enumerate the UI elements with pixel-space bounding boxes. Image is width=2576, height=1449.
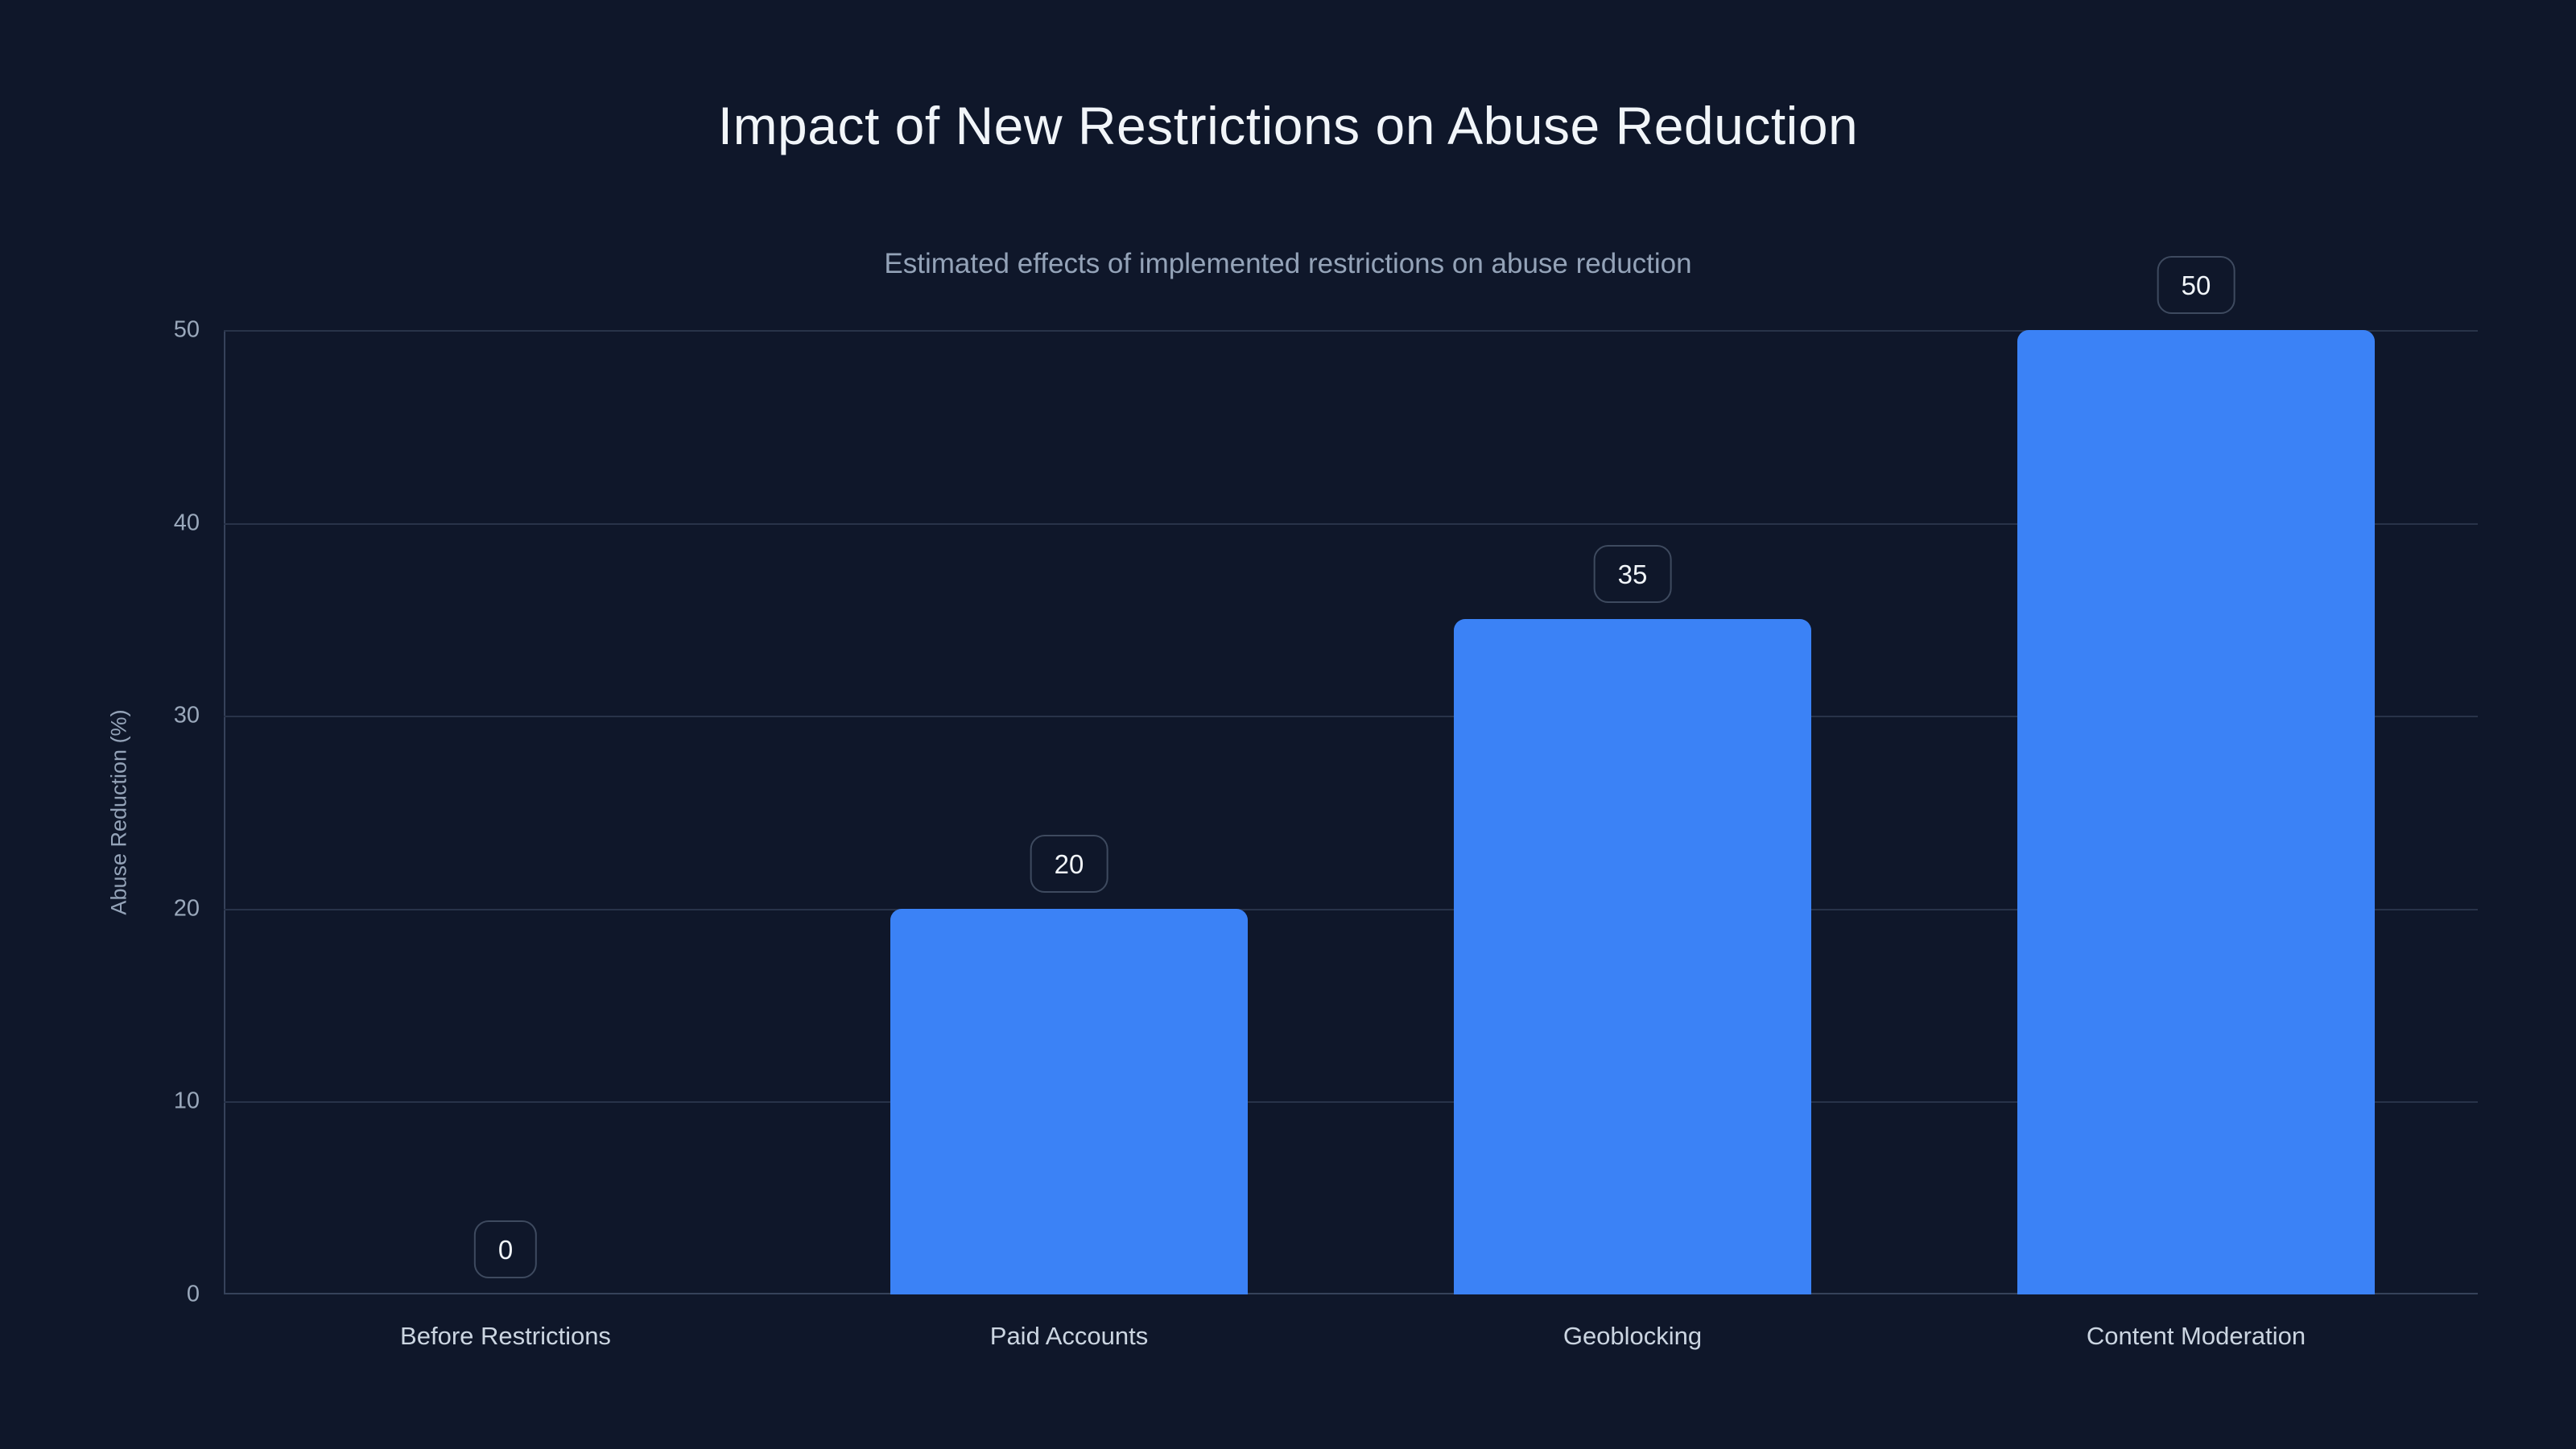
plot-area: 0 10 20 30 40 50 0 Before Restrictions 20 Paid Ac… — [174, 256, 2478, 1350]
y-axis-line — [224, 330, 225, 1294]
x-category-label: Geoblocking — [1563, 1322, 1703, 1350]
value-label: 35 — [1593, 545, 1672, 604]
chart-subtitle: Estimated effects of implemented restric… — [884, 248, 1692, 279]
y-tick-label: 10 — [173, 1088, 200, 1114]
gridline — [224, 716, 2478, 718]
y-tick-label: 40 — [173, 510, 200, 536]
bar — [1454, 619, 1811, 1294]
y-tick-label: 0 — [186, 1281, 200, 1307]
bar — [2017, 330, 2375, 1294]
gridline — [224, 330, 2478, 332]
x-axis-line — [224, 1293, 2478, 1294]
y-tick-label: 20 — [173, 895, 200, 922]
gridline — [224, 908, 2478, 910]
x-category-label: Before Restrictions — [400, 1322, 611, 1350]
x-category-label: Paid Accounts — [989, 1322, 1149, 1350]
y-axis-title: Abuse Reduction (%) — [106, 709, 131, 915]
y-tick-label: 50 — [173, 316, 200, 343]
gridline — [224, 1101, 2478, 1104]
value-label: 20 — [1030, 834, 1108, 893]
gridline — [224, 522, 2478, 525]
bar — [890, 908, 1248, 1294]
chart-title: Impact of New Restrictions on Abuse Redu… — [717, 96, 1859, 155]
y-tick-label: 30 — [173, 702, 200, 729]
x-category-label: Content Moderation — [2086, 1322, 2306, 1350]
value-label: 50 — [2157, 256, 2235, 314]
value-label: 0 — [473, 1220, 538, 1278]
